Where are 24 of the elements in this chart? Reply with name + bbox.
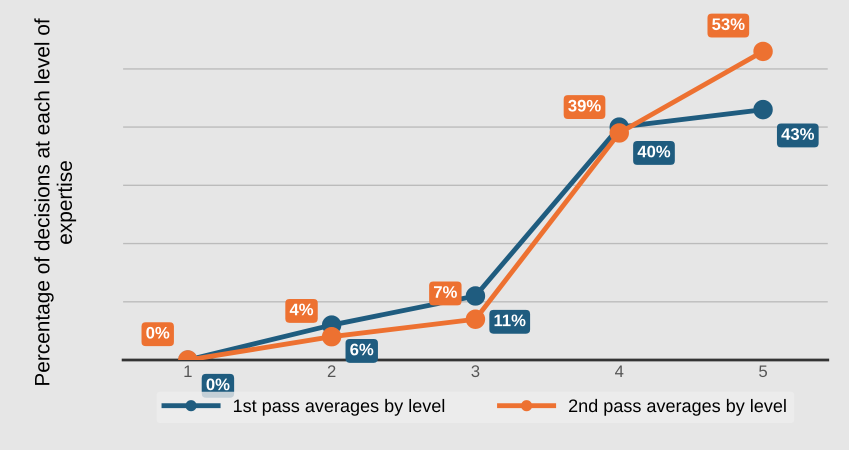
x-tick-label: 5	[759, 365, 767, 378]
data-label: 6%	[350, 344, 374, 356]
point	[753, 42, 773, 62]
data-label: 40%	[638, 146, 670, 158]
data-label: 7%	[434, 286, 457, 298]
legend-label: 1st pass averages by level	[234, 398, 444, 416]
data-label: 0%	[146, 326, 170, 339]
data-label: 43%	[781, 128, 814, 140]
point	[610, 123, 629, 143]
legend-label: 2nd pass averages by level	[569, 398, 786, 416]
point	[466, 310, 486, 329]
data-label: 11%	[494, 314, 526, 326]
x-tick-label: 2	[328, 365, 336, 377]
data-label: 53%	[712, 18, 745, 30]
y-axis-title: Percentage of decisions at each level of expertise	[34, 18, 76, 385]
point	[753, 100, 773, 120]
point	[322, 326, 342, 346]
x-tick-label: 1	[184, 365, 192, 377]
x-tick-label: 3	[471, 365, 480, 378]
data-label: 4%	[290, 304, 314, 316]
point	[466, 286, 486, 306]
x-tick-label: 4	[615, 365, 624, 377]
data-label: 0%	[206, 378, 230, 390]
data-label: 39%	[568, 100, 601, 112]
